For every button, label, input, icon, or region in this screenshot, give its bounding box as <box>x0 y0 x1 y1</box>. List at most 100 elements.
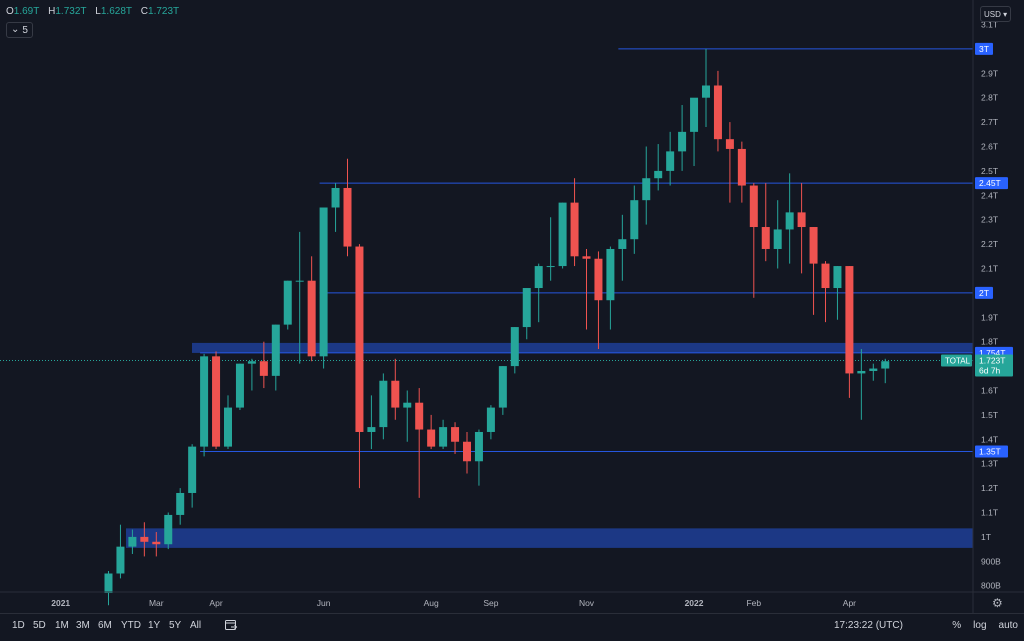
candle <box>881 358 890 384</box>
candle <box>379 373 388 440</box>
candle <box>666 131 675 186</box>
candle <box>283 280 292 330</box>
time-tick-label: Jun <box>317 598 331 608</box>
candle <box>570 178 579 267</box>
time-tick-label: Nov <box>579 598 595 608</box>
candle-body <box>176 492 185 515</box>
low-value: 1.628T <box>100 6 132 17</box>
candle <box>618 214 627 281</box>
price-tick-label: 1.9T <box>981 312 998 322</box>
level-price-label-text: 3T <box>979 44 989 54</box>
candle <box>785 173 794 264</box>
price-tick-label: 1.8T <box>981 337 998 347</box>
candle-body <box>582 256 591 259</box>
candle-body <box>702 85 710 98</box>
candle <box>809 227 818 315</box>
percent-scale-button[interactable]: % <box>952 620 962 631</box>
candle-body <box>104 573 113 594</box>
range-1d[interactable]: 1D <box>12 620 25 631</box>
ohlc-legend: O1.69T H1.732T L1.628T C1.723T <box>6 6 185 17</box>
candle <box>546 217 555 281</box>
upper-zone <box>192 342 973 353</box>
date-range-icon[interactable] <box>224 618 238 632</box>
candle <box>821 261 830 323</box>
candle <box>761 183 770 262</box>
chevron-down-icon: ⌄ <box>11 24 20 35</box>
candle-body <box>630 200 639 240</box>
candle-body <box>678 131 687 152</box>
candle-body <box>474 431 483 462</box>
indicators-toggle[interactable]: ⌄ 5 <box>6 22 33 38</box>
candle-body <box>498 366 507 408</box>
price-chart[interactable]: 3.1T 3T 2.9T 2.8T 2.7T 2.6T 2.5T 2.4T 2.3T 2.2T 2.… <box>0 0 1024 613</box>
candle-body <box>128 536 137 547</box>
candle <box>582 248 591 330</box>
level-price-label-bg <box>975 42 993 55</box>
price-tick-label: 2.8T <box>981 93 998 103</box>
utc-clock[interactable]: 17:23:22 (UTC) <box>834 620 903 631</box>
candle-body <box>797 212 806 228</box>
candle <box>833 266 842 320</box>
range-all[interactable]: All <box>190 620 202 631</box>
series-name: TOTAL <box>945 356 971 365</box>
price-tick-label: 3.1T <box>981 20 998 30</box>
range-5d[interactable]: 5D <box>33 620 46 631</box>
candle-body <box>343 187 352 247</box>
candle-body <box>188 446 197 493</box>
candle <box>797 183 806 274</box>
candle <box>200 353 209 457</box>
candle-body <box>534 266 543 289</box>
candle <box>104 571 113 606</box>
level-price-label-bg <box>975 286 993 299</box>
candle-body <box>379 380 388 428</box>
candle <box>140 522 149 557</box>
candle-body <box>391 380 400 408</box>
candle <box>606 246 615 330</box>
candle-body <box>845 266 854 374</box>
currency-select[interactable]: USD ▾ <box>980 6 1012 22</box>
last-price-label-bg <box>975 354 1013 377</box>
price-tick-label: 2.2T <box>981 239 998 249</box>
log-scale-button[interactable]: log <box>973 620 987 631</box>
candle-body <box>439 427 448 447</box>
candle-body <box>247 361 256 364</box>
candle-body <box>737 148 746 186</box>
time-tick-label: 2021 <box>51 598 70 608</box>
candle-body <box>224 407 232 447</box>
candle <box>474 429 483 486</box>
bar-countdown: 6d 7h <box>979 365 1001 375</box>
candle-body <box>415 402 424 430</box>
candle <box>869 363 878 381</box>
candle-body <box>666 151 675 171</box>
candle-body <box>725 139 734 149</box>
level-price-label: 2T <box>975 286 993 299</box>
range-6m[interactable]: 6M <box>98 620 112 631</box>
candle <box>224 395 232 450</box>
candle-body <box>235 363 244 408</box>
range-1m[interactable]: 1M <box>55 620 69 631</box>
range-3m[interactable]: 3M <box>76 620 90 631</box>
candle-body <box>869 368 878 371</box>
auto-scale-button[interactable]: auto <box>998 620 1018 631</box>
candle <box>307 256 316 362</box>
range-ytd[interactable]: YTD <box>121 620 141 631</box>
candle-body <box>558 202 567 267</box>
candle <box>713 70 722 152</box>
candle <box>295 231 304 364</box>
price-tick-label: 1.5T <box>981 410 998 420</box>
level-price-label-bg <box>975 445 1008 458</box>
settings-gear-icon[interactable]: ⚙ <box>992 596 1003 610</box>
candle-body <box>486 407 495 432</box>
range-1y[interactable]: 1Y <box>148 620 161 631</box>
candle <box>343 158 352 257</box>
price-tick-label: 2.4T <box>981 190 998 200</box>
candle <box>331 183 340 232</box>
candle <box>427 414 436 450</box>
candle-body <box>200 356 209 447</box>
candle <box>212 351 221 450</box>
range-5y[interactable]: 5Y <box>169 620 182 631</box>
time-tick-label: Feb <box>746 598 761 608</box>
candle-body <box>713 85 722 140</box>
candle-body <box>857 370 866 374</box>
candle <box>510 327 519 374</box>
